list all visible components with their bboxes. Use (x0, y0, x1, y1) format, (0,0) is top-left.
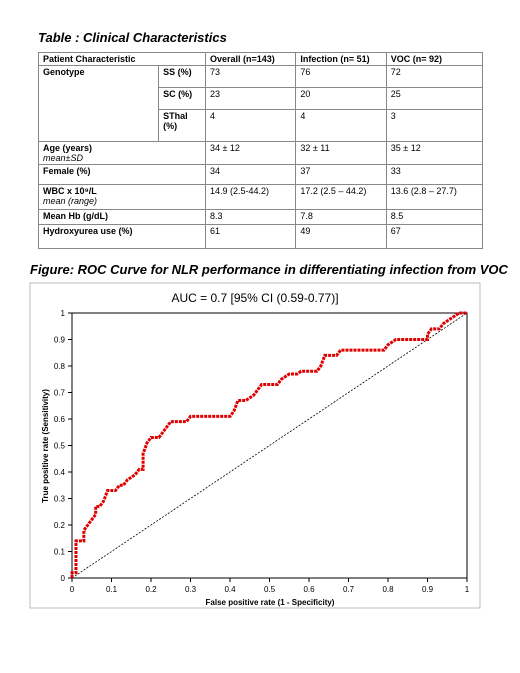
table-row: Hydroxyurea use (%) 61 49 67 (38, 224, 484, 249)
x-tick-label: 0.3 (185, 585, 197, 594)
cell: 32 ± 11 (295, 141, 387, 165)
x-tick-label: 0.1 (106, 585, 118, 594)
cell: 35 ± 12 (385, 141, 484, 165)
roc-curve (70, 311, 467, 578)
x-tick-label: 0.6 (303, 585, 315, 594)
label-note: mean±SD (43, 153, 83, 163)
x-tick-label: 0.7 (343, 585, 355, 594)
x-axis-label: False positive rate (1 - Specificity) (206, 598, 335, 607)
x-tick-label: 0.2 (145, 585, 157, 594)
chart-title: AUC = 0.7 [95% CI (0.59-0.77)] (171, 291, 338, 305)
x-tick-label: 0 (70, 585, 75, 594)
table-body: Patient Characteristic Overall (n=143) I… (37, 52, 484, 249)
cell: 20 (295, 87, 387, 110)
x-tick-label: 1 (465, 585, 470, 594)
label-text: Hydroxyurea use (%) (43, 226, 133, 236)
y-tick-label: 0 (61, 574, 66, 583)
y-tick-label: 0.8 (54, 362, 66, 371)
row-label: Hydroxyurea use (%) (38, 224, 206, 249)
label-text: Age (years) (43, 143, 93, 153)
y-tick-label: 0.2 (54, 521, 66, 530)
table-row: SThal (%) 4 4 3 (39, 109, 484, 142)
table-row: Mean Hb (g/dL) 8.3 7.8 8.5 (38, 209, 484, 225)
y-tick-label: 0.1 (54, 548, 66, 557)
y-tick-label: 1 (61, 309, 66, 318)
y-tick-label: 0.6 (54, 415, 66, 424)
y-tick-label: 0.5 (54, 442, 66, 451)
label-text: Mean Hb (g/dL) (43, 211, 108, 221)
x-tick-label: 0.5 (264, 585, 276, 594)
cell: 61 (204, 224, 297, 249)
table-row: Female (%) 34 37 33 (38, 164, 484, 185)
y-tick-label: 0.7 (54, 389, 66, 398)
y-tick-label: 0.4 (54, 468, 66, 477)
table-row: Age (years) mean±SD 34 ± 12 32 ± 11 35 ± 12 (38, 141, 484, 165)
characteristics-table: Patient Characteristic Overall (n=143) I… (37, 52, 484, 249)
row-label: WBC x 10⁹/L mean (range) (38, 184, 206, 210)
y-axis-label: True positive rate (Sensitivity) (41, 389, 50, 503)
figure-title: Figure: ROC Curve for NLR performance in… (30, 262, 508, 277)
table-row: WBC x 10⁹/L mean (range) 14.9 (2.5-44.2) 17… (38, 184, 484, 210)
cell: 4 (295, 109, 387, 142)
label-text: WBC x 10⁹/L (43, 186, 97, 196)
x-tick-label: 0.4 (224, 585, 236, 594)
cell: 3 (385, 109, 484, 142)
row-label: Genotype (37, 65, 160, 142)
table-row: SC (%) 23 20 25 (39, 87, 484, 110)
cell: 49 (295, 224, 387, 249)
x-tick-label: 0.8 (382, 585, 394, 594)
reference-line (71, 312, 468, 579)
y-tick-label: 0.9 (54, 336, 66, 345)
x-tick-label: 0.9 (422, 585, 434, 594)
table-title: Table : Clinical Characteristics (38, 30, 227, 45)
label-note: mean (range) (43, 196, 98, 206)
y-tick-label: 0.3 (54, 495, 66, 504)
chart-frame (29, 282, 481, 609)
row-label: Age (years) mean±SD (38, 141, 206, 165)
cell: 13.6 (2.8 – 27.7) (385, 184, 484, 210)
label-text: Female (%) (43, 166, 91, 176)
cell: 67 (385, 224, 484, 249)
